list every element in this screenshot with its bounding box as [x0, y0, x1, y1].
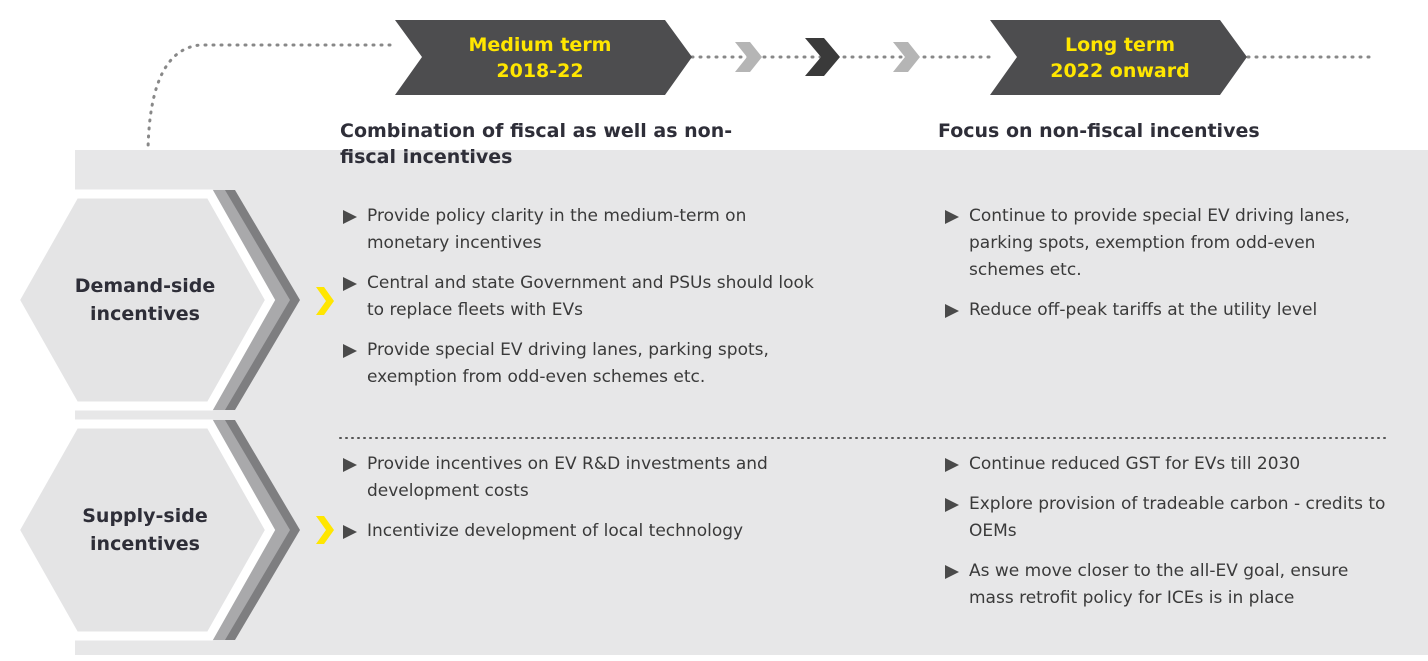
phase-period: 2018-22 [496, 60, 584, 82]
bullet-text: Continue reduced GST for EVs till 2030 [969, 454, 1301, 474]
bullet-text: Explore provision of tradeable carbon - … [969, 494, 1386, 541]
panel [75, 150, 1428, 655]
hexagon [9, 189, 300, 411]
bullet-text: Incentivize development of local technol… [367, 521, 744, 541]
bullet-marker [945, 210, 959, 224]
bullet-item: Provide incentives on EV R&D investments… [343, 451, 813, 505]
bullet-item: Continue reduced GST for EVs till 2030 [945, 451, 1395, 478]
bullet-marker [945, 458, 959, 472]
bullet-marker [945, 498, 959, 512]
bullet-item: Continue to provide special EV driving l… [945, 203, 1375, 284]
chevron [893, 42, 920, 72]
bullet-text: Provide incentives on EV R&D investments… [367, 454, 768, 501]
bullet-text: As we move closer to the all-EV goal, en… [969, 561, 1349, 608]
bullet-item: Incentivize development of local technol… [343, 518, 813, 545]
hexagon [9, 419, 300, 641]
bullet-marker [343, 210, 357, 224]
phase-arrow [990, 20, 1247, 95]
bullet-text: Continue to provide special EV driving l… [969, 206, 1350, 280]
bullet-text: Central and state Government and PSUs sh… [367, 273, 814, 320]
phase-arrow [395, 20, 692, 95]
row-label: Demand-side incentives [74, 275, 216, 325]
bullet-marker [343, 277, 357, 291]
bullet-text: Reduce off-peak tariffs at the utility l… [969, 300, 1318, 320]
chevron [316, 287, 334, 315]
bullet-item: Central and state Government and PSUs sh… [343, 270, 828, 324]
phase-label: Long term 2022 onward [985, 22, 1255, 94]
bullet-item: Reduce off-peak tariffs at the utility l… [945, 297, 1375, 324]
bullet-item: Provide policy clarity in the medium-ter… [343, 203, 828, 257]
bullet-item: Explore provision of tradeable carbon - … [945, 491, 1395, 545]
chevron [805, 38, 840, 76]
chevron [735, 42, 762, 72]
bullet-marker [343, 344, 357, 358]
phase-title: Medium term [468, 34, 612, 56]
bullet-list: Continue reduced GST for EVs till 2030 Ex… [945, 451, 1395, 612]
column-heading: Focus on non-fiscal incentives [938, 120, 1260, 142]
bullet-list: Continue to provide special EV driving l… [945, 203, 1375, 324]
phase-period: 2022 onward [1050, 60, 1190, 82]
bullet-marker [945, 304, 959, 318]
phase-label: Medium term 2018-22 [405, 22, 675, 94]
column-heading: Combination of fiscal as well as non-fis… [340, 120, 733, 168]
bullet-item: As we move closer to the all-EV goal, en… [945, 558, 1395, 612]
bullet-marker [945, 565, 959, 579]
bullet-text: Provide special EV driving lanes, parkin… [367, 340, 769, 387]
chevron [316, 516, 334, 544]
bullet-item: Provide special EV driving lanes, parkin… [343, 337, 828, 391]
bullet-list: Provide incentives on EV R&D investments… [343, 451, 813, 545]
phase-title: Long term [1064, 34, 1176, 56]
bullet-list: Provide policy clarity in the medium-ter… [343, 203, 828, 391]
bullet-marker [343, 458, 357, 472]
bullet-text: Provide policy clarity in the medium-ter… [367, 206, 747, 253]
timeline-dots [146, 43, 392, 152]
row-label: Supply-side incentives [82, 505, 208, 555]
bullet-marker [343, 525, 357, 539]
